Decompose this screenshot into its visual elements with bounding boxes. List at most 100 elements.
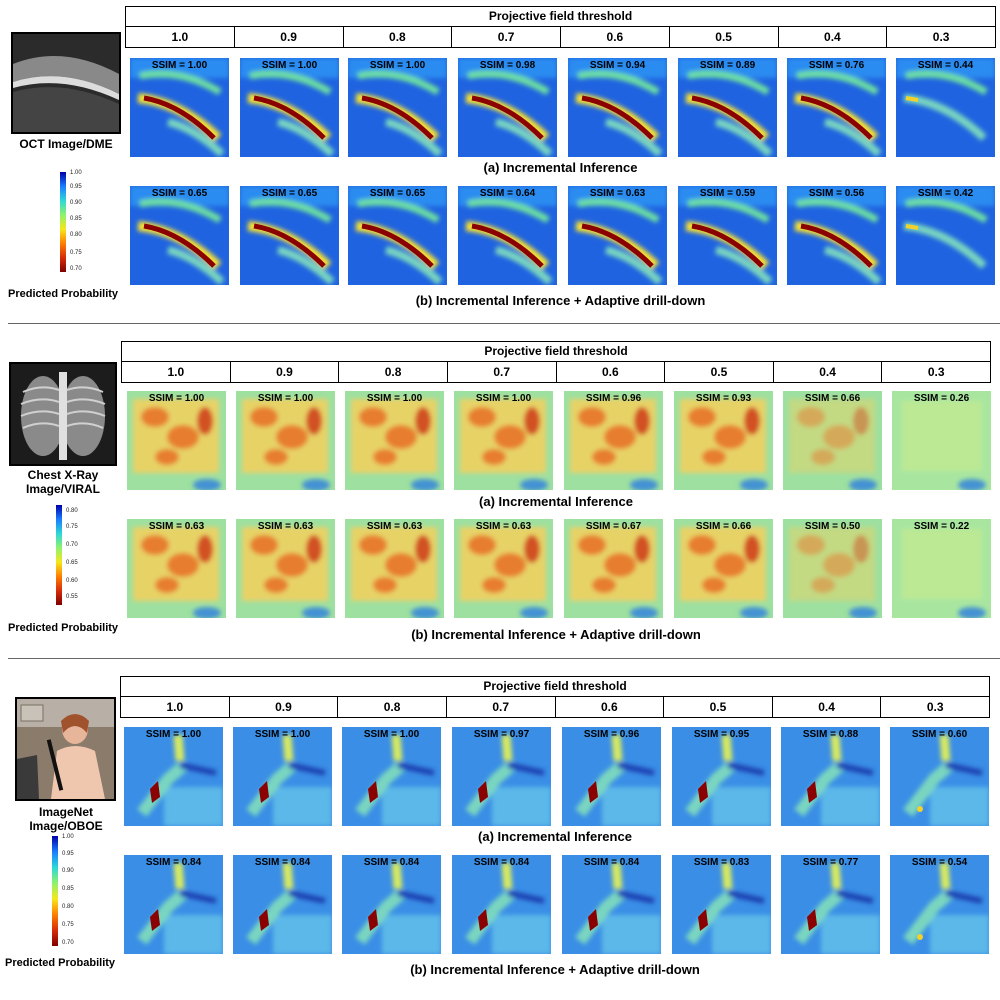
ssim-label: SSIM = 0.83 (693, 857, 750, 868)
heatmap-imagenet-b: SSIM = 0.84 (124, 855, 223, 954)
ssim-label: SSIM = 0.89 (699, 60, 756, 71)
ssim-label: SSIM = 0.63 (366, 521, 423, 532)
ssim-label: SSIM = 0.93 (695, 393, 752, 404)
imagenet-image-label: ImageNet Image/OBOE (29, 805, 103, 833)
threshold-0-5: 0.5 (665, 362, 774, 382)
heatmap-xray-b: SSIM = 0.63 (236, 519, 335, 618)
heatmap-imagenet-b: SSIM = 0.84 (342, 855, 441, 954)
threshold-0-6: 0.6 (561, 27, 670, 47)
panel-divider (8, 323, 1000, 324)
ssim-label: SSIM = 0.63 (475, 521, 532, 532)
ssim-label: SSIM = 0.66 (804, 393, 861, 404)
heatmap-oct-a: SSIM = 0.44 (896, 58, 995, 157)
threshold-row: 1.0 0.9 0.8 0.7 0.6 0.5 0.4 0.3 (120, 696, 990, 718)
heatmap-oct-a: SSIM = 1.00 (240, 58, 339, 157)
threshold-0-3: 0.3 (926, 700, 944, 714)
ssim-label: SSIM = 0.65 (151, 188, 208, 199)
heatmap-xray-a: SSIM = 0.66 (783, 391, 882, 490)
heatmap-xray-a: SSIM = 1.00 (127, 391, 226, 490)
heatmap-oct-b: SSIM = 0.65 (240, 186, 339, 285)
colorbar (60, 172, 66, 272)
ssim-label: SSIM = 1.00 (366, 393, 423, 404)
heatmap-xray-a: SSIM = 0.26 (892, 391, 991, 490)
ssim-label: SSIM = 1.00 (254, 729, 311, 740)
heatmap-oct-a: SSIM = 0.98 (458, 58, 557, 157)
ssim-label: SSIM = 0.44 (917, 60, 974, 71)
imagenet-image (15, 697, 116, 801)
heatmap-oct-b: SSIM = 0.59 (678, 186, 777, 285)
colorbar (52, 836, 58, 946)
threshold-1-0: 1.0 (122, 362, 231, 382)
caption-b: (b) Incremental Inference + Adaptive dri… (411, 627, 701, 642)
panel-divider (8, 658, 1000, 659)
ssim-label: SSIM = 0.96 (585, 393, 642, 404)
heatmap-imagenet-b: SSIM = 0.54 (890, 855, 989, 954)
ssim-label: SSIM = 1.00 (151, 60, 208, 71)
threshold-0-7: 0.7 (447, 697, 556, 717)
colorbar-ticks: 0.80 0.75 0.70 0.65 0.60 0.55 (66, 508, 78, 600)
caption-a: (a) Incremental Inference (483, 160, 638, 175)
threshold-0-9: 0.9 (231, 362, 340, 382)
heatmap-imagenet-b: SSIM = 0.83 (672, 855, 771, 954)
colorbar-ticks: 1.00 0.95 0.90 0.85 0.80 0.75 0.70 (70, 170, 82, 272)
ssim-label: SSIM = 0.63 (589, 188, 646, 199)
ssim-label: SSIM = 0.50 (804, 521, 861, 532)
ssim-label: SSIM = 0.66 (695, 521, 752, 532)
heatmap-xray-b: SSIM = 0.63 (127, 519, 226, 618)
threshold-title: Projective field threshold (120, 676, 990, 696)
heatmap-xray-b: SSIM = 0.63 (454, 519, 553, 618)
threshold-0-4: 0.4 (774, 362, 883, 382)
ssim-label: SSIM = 0.26 (913, 393, 970, 404)
ssim-label: SSIM = 1.00 (363, 729, 420, 740)
ssim-label: SSIM = 0.63 (148, 521, 205, 532)
heatmap-xray-b: SSIM = 0.50 (783, 519, 882, 618)
heatmap-xray-a: SSIM = 1.00 (454, 391, 553, 490)
heatmap-imagenet-a: SSIM = 0.88 (781, 727, 880, 826)
heatmap-oct-a: SSIM = 1.00 (130, 58, 229, 157)
threshold-1-0: 1.0 (126, 27, 235, 47)
xray-image-label: Chest X-Ray Image/VIRAL (25, 468, 100, 496)
heatmap-xray-a: SSIM = 0.93 (674, 391, 773, 490)
ssim-label: SSIM = 0.65 (261, 188, 318, 199)
ssim-label: SSIM = 1.00 (148, 393, 205, 404)
heatmap-oct-b: SSIM = 0.56 (787, 186, 886, 285)
heatmap-xray-b: SSIM = 0.22 (892, 519, 991, 618)
ssim-label: SSIM = 1.00 (261, 60, 318, 71)
ssim-label: SSIM = 0.84 (145, 857, 202, 868)
ssim-label: SSIM = 1.00 (145, 729, 202, 740)
threshold-0-4: 0.4 (779, 27, 888, 47)
ssim-label: SSIM = 0.54 (911, 857, 968, 868)
ssim-label: SSIM = 0.95 (693, 729, 750, 740)
heatmap-oct-a: SSIM = 0.76 (787, 58, 886, 157)
heatmap-xray-b: SSIM = 0.67 (564, 519, 663, 618)
threshold-0-5: 0.5 (664, 697, 773, 717)
heatmap-imagenet-a: SSIM = 0.97 (452, 727, 551, 826)
threshold-0-8: 0.8 (344, 27, 453, 47)
ssim-label: SSIM = 0.96 (583, 729, 640, 740)
threshold-title: Projective field threshold (121, 341, 991, 361)
threshold-0-8: 0.8 (338, 697, 447, 717)
heatmap-xray-a: SSIM = 0.96 (564, 391, 663, 490)
colorbar-label: Predicted Probability (5, 957, 116, 969)
heatmap-oct-a: SSIM = 0.89 (678, 58, 777, 157)
ssim-label: SSIM = 0.22 (913, 521, 970, 532)
heatmap-oct-a: SSIM = 0.94 (568, 58, 667, 157)
caption-a: (a) Incremental Inference (478, 829, 632, 844)
heatmap-imagenet-a: SSIM = 1.00 (342, 727, 441, 826)
threshold-0-7: 0.7 (452, 27, 561, 47)
caption-b: (b) Incremental Inference + Adaptive dri… (415, 293, 706, 308)
heatmap-oct-b: SSIM = 0.65 (348, 186, 447, 285)
threshold-row: 1.0 0.9 0.8 0.7 0.6 0.5 0.4 0.3 (121, 361, 991, 383)
threshold-0-9: 0.9 (230, 697, 339, 717)
heatmap-imagenet-b: SSIM = 0.84 (562, 855, 661, 954)
caption-a: (a) Incremental Inference (479, 494, 633, 509)
heatmap-imagenet-a: SSIM = 1.00 (124, 727, 223, 826)
ssim-label: SSIM = 0.77 (802, 857, 859, 868)
xray-image (9, 362, 117, 466)
heatmap-imagenet-a: SSIM = 0.96 (562, 727, 661, 826)
heatmap-imagenet-b: SSIM = 0.84 (233, 855, 332, 954)
heatmap-xray-b: SSIM = 0.63 (345, 519, 444, 618)
heatmap-imagenet-a: SSIM = 0.95 (672, 727, 771, 826)
ssim-label: SSIM = 0.84 (254, 857, 311, 868)
threshold-row: 1.0 0.9 0.8 0.7 0.6 0.5 0.4 0.3 (125, 26, 996, 48)
